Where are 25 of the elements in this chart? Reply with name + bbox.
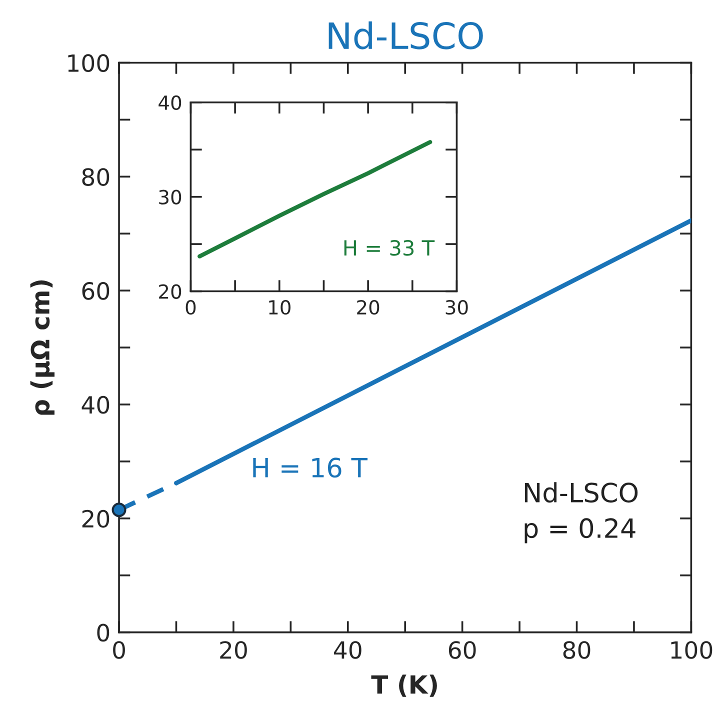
annotation: H = 16 T <box>253 458 368 478</box>
y-tick-label: 20 <box>159 284 182 299</box>
x-tick-label: 100 <box>671 641 712 659</box>
y-tick-label: 0 <box>97 624 110 642</box>
x-tick-label: 0 <box>186 300 196 315</box>
y-tick-label: 60 <box>82 282 110 300</box>
x-axis-title: T (K) <box>371 674 437 697</box>
chart-title: Nd-LSCO <box>328 21 483 50</box>
y-tick-label: 100 <box>68 54 110 72</box>
y-tick-label: 40 <box>82 396 110 414</box>
x-tick-label: 80 <box>563 641 590 659</box>
x-tick-label: 20 <box>220 641 247 659</box>
x-tick-label: 60 <box>448 641 476 659</box>
x-tick-label: 20 <box>357 300 380 315</box>
x-tick-label: 0 <box>113 641 125 659</box>
y-tick-label: 20 <box>82 510 110 528</box>
x-tick-label: 30 <box>446 300 468 315</box>
x-tick-label: 40 <box>334 641 362 659</box>
y-tick-label: 30 <box>159 190 182 204</box>
annotation: H = 33 T <box>344 240 435 256</box>
y-tick-label: 80 <box>82 168 110 186</box>
annotation: Nd-LSCO p = 0.24 <box>524 482 638 544</box>
y-axis-title: ρ (μΩ cm) <box>30 280 55 415</box>
x-tick-label: 10 <box>269 300 290 315</box>
y-tick-label: 40 <box>158 95 182 110</box>
